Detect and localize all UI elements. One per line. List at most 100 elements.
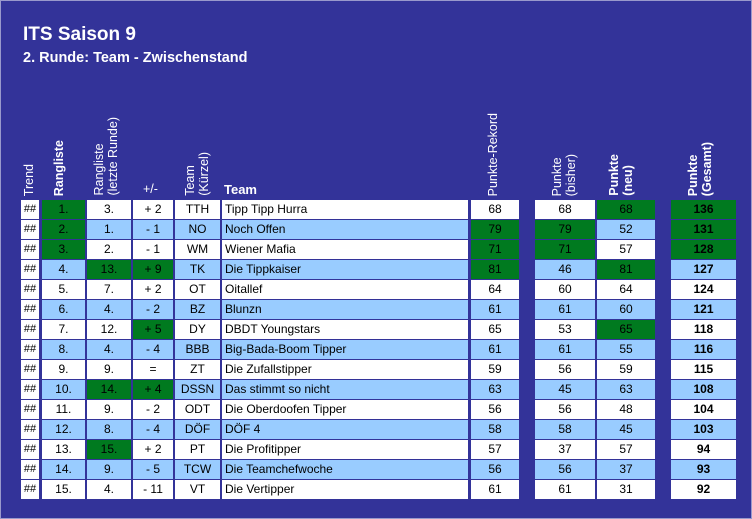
cell-team: Die Tippkaiser [222, 260, 469, 280]
cell-last: 9. [87, 460, 131, 480]
cell-kz: NO [175, 220, 220, 240]
cell-team: DBDT Youngstars [222, 320, 469, 340]
cell-pm: + 4 [133, 380, 173, 400]
cell-team: Die Zufallstipper [222, 360, 469, 380]
cell-bis: 61 [535, 340, 595, 360]
header-rangliste-letzte-line1: Rangliste [92, 143, 106, 196]
table-row: ## 11. 9. - 2 ODT Die Oberdoofen Tipper 56 56 48… [1, 400, 751, 420]
table-row: ## 10. 14. + 4 DSSN Das stimmt so nicht 63 45 63… [1, 380, 751, 400]
cell-bis: 46 [535, 260, 595, 280]
table-row: ## 15. 4. - 11 VT Die Vertipper 61 61 31 92 [1, 480, 751, 500]
cell-rek: 59 [471, 360, 519, 380]
cell-team: Die Profitipper [222, 440, 469, 460]
cell-bis: 61 [535, 300, 595, 320]
header-rangliste-letzte: Rangliste (letzte Runde) [92, 117, 120, 196]
cell-trend: ## [21, 260, 39, 280]
cell-rank: 5. [42, 280, 85, 300]
header-bisher: Punkte (bisher) [550, 154, 578, 196]
cell-neu: 81 [597, 260, 655, 280]
cell-pm: + 2 [133, 200, 173, 220]
table-row: ## 7. 12. + 5 DY DBDT Youngstars 65 53 65 118 [1, 320, 751, 340]
header-bisher-line2: (bisher) [564, 153, 578, 196]
cell-kz: PT [175, 440, 220, 460]
cell-trend: ## [21, 340, 39, 360]
cell-ges: 124 [671, 280, 736, 300]
header-rekord: Punkte-Rekord [486, 112, 500, 196]
table-row: ## 5. 7. + 2 OT Oitallef 64 60 64 124 [1, 280, 751, 300]
cell-team: Das stimmt so nicht [222, 380, 469, 400]
cell-ges: 108 [671, 380, 736, 400]
cell-last: 7. [87, 280, 131, 300]
cell-ges: 128 [671, 240, 736, 260]
cell-pm: - 4 [133, 340, 173, 360]
cell-neu: 57 [597, 440, 655, 460]
cell-trend: ## [21, 420, 39, 440]
cell-rank: 8. [42, 340, 85, 360]
cell-neu: 64 [597, 280, 655, 300]
cell-team: Noch Offen [222, 220, 469, 240]
cell-kz: TCW [175, 460, 220, 480]
cell-last: 2. [87, 240, 131, 260]
cell-bis: 68 [535, 200, 595, 220]
cell-kz: BBB [175, 340, 220, 360]
cell-pm: - 11 [133, 480, 173, 500]
cell-pm: = [133, 360, 173, 380]
cell-rank: 7. [42, 320, 85, 340]
header-team: Team [224, 182, 257, 197]
header-trend: Trend [22, 163, 36, 196]
cell-rank: 13. [42, 440, 85, 460]
cell-bis: 71 [535, 240, 595, 260]
cell-trend: ## [21, 440, 39, 460]
cell-rek: 81 [471, 260, 519, 280]
table-row: ## 4. 13. + 9 TK Die Tippkaiser 81 46 81 127 [1, 260, 751, 280]
cell-rek: 64 [471, 280, 519, 300]
cell-trend: ## [21, 200, 39, 220]
cell-bis: 37 [535, 440, 595, 460]
cell-last: 4. [87, 340, 131, 360]
header-team-kuerzel-line1: Team [183, 165, 197, 196]
cell-rek: 56 [471, 460, 519, 480]
cell-ges: 118 [671, 320, 736, 340]
cell-kz: TTH [175, 200, 220, 220]
cell-trend: ## [21, 380, 39, 400]
cell-rek: 58 [471, 420, 519, 440]
cell-trend: ## [21, 400, 39, 420]
cell-last: 14. [87, 380, 131, 400]
cell-bis: 45 [535, 380, 595, 400]
cell-pm: - 1 [133, 220, 173, 240]
cell-kz: ODT [175, 400, 220, 420]
table-row: ## 14. 9. - 5 TCW Die Teamchefwoche 56 56 37 93 [1, 460, 751, 480]
cell-team: Die Oberdoofen Tipper [222, 400, 469, 420]
header-gesamt: Punkte (Gesamt) [686, 142, 714, 196]
cell-rank: 9. [42, 360, 85, 380]
cell-neu: 31 [597, 480, 655, 500]
page-subtitle: 2. Runde: Team - Zwischenstand [23, 50, 248, 66]
cell-pm: + 2 [133, 440, 173, 460]
cell-last: 3. [87, 200, 131, 220]
cell-trend: ## [21, 480, 39, 500]
cell-bis: 61 [535, 480, 595, 500]
cell-rek: 68 [471, 200, 519, 220]
cell-rek: 79 [471, 220, 519, 240]
cell-last: 12. [87, 320, 131, 340]
cell-rek: 63 [471, 380, 519, 400]
cell-pm: - 5 [133, 460, 173, 480]
cell-team: Die Vertipper [222, 480, 469, 500]
table-row: ## 9. 9. = ZT Die Zufallstipper 59 56 59 115 [1, 360, 751, 380]
header-team-kuerzel: Team (Kürzel) [183, 152, 211, 196]
cell-last: 9. [87, 360, 131, 380]
cell-rank: 3. [42, 240, 85, 260]
cell-last: 8. [87, 420, 131, 440]
cell-pm: - 4 [133, 420, 173, 440]
cell-kz: DÖF [175, 420, 220, 440]
cell-neu: 59 [597, 360, 655, 380]
cell-bis: 56 [535, 360, 595, 380]
cell-team: Blunzn [222, 300, 469, 320]
cell-ges: 92 [671, 480, 736, 500]
table-row: ## 13. 15. + 2 PT Die Profitipper 57 37 57 94 [1, 440, 751, 460]
header-gesamt-line1: Punkte [686, 154, 700, 196]
header-gesamt-line2: (Gesamt) [700, 141, 714, 196]
cell-last: 4. [87, 300, 131, 320]
cell-rank: 10. [42, 380, 85, 400]
